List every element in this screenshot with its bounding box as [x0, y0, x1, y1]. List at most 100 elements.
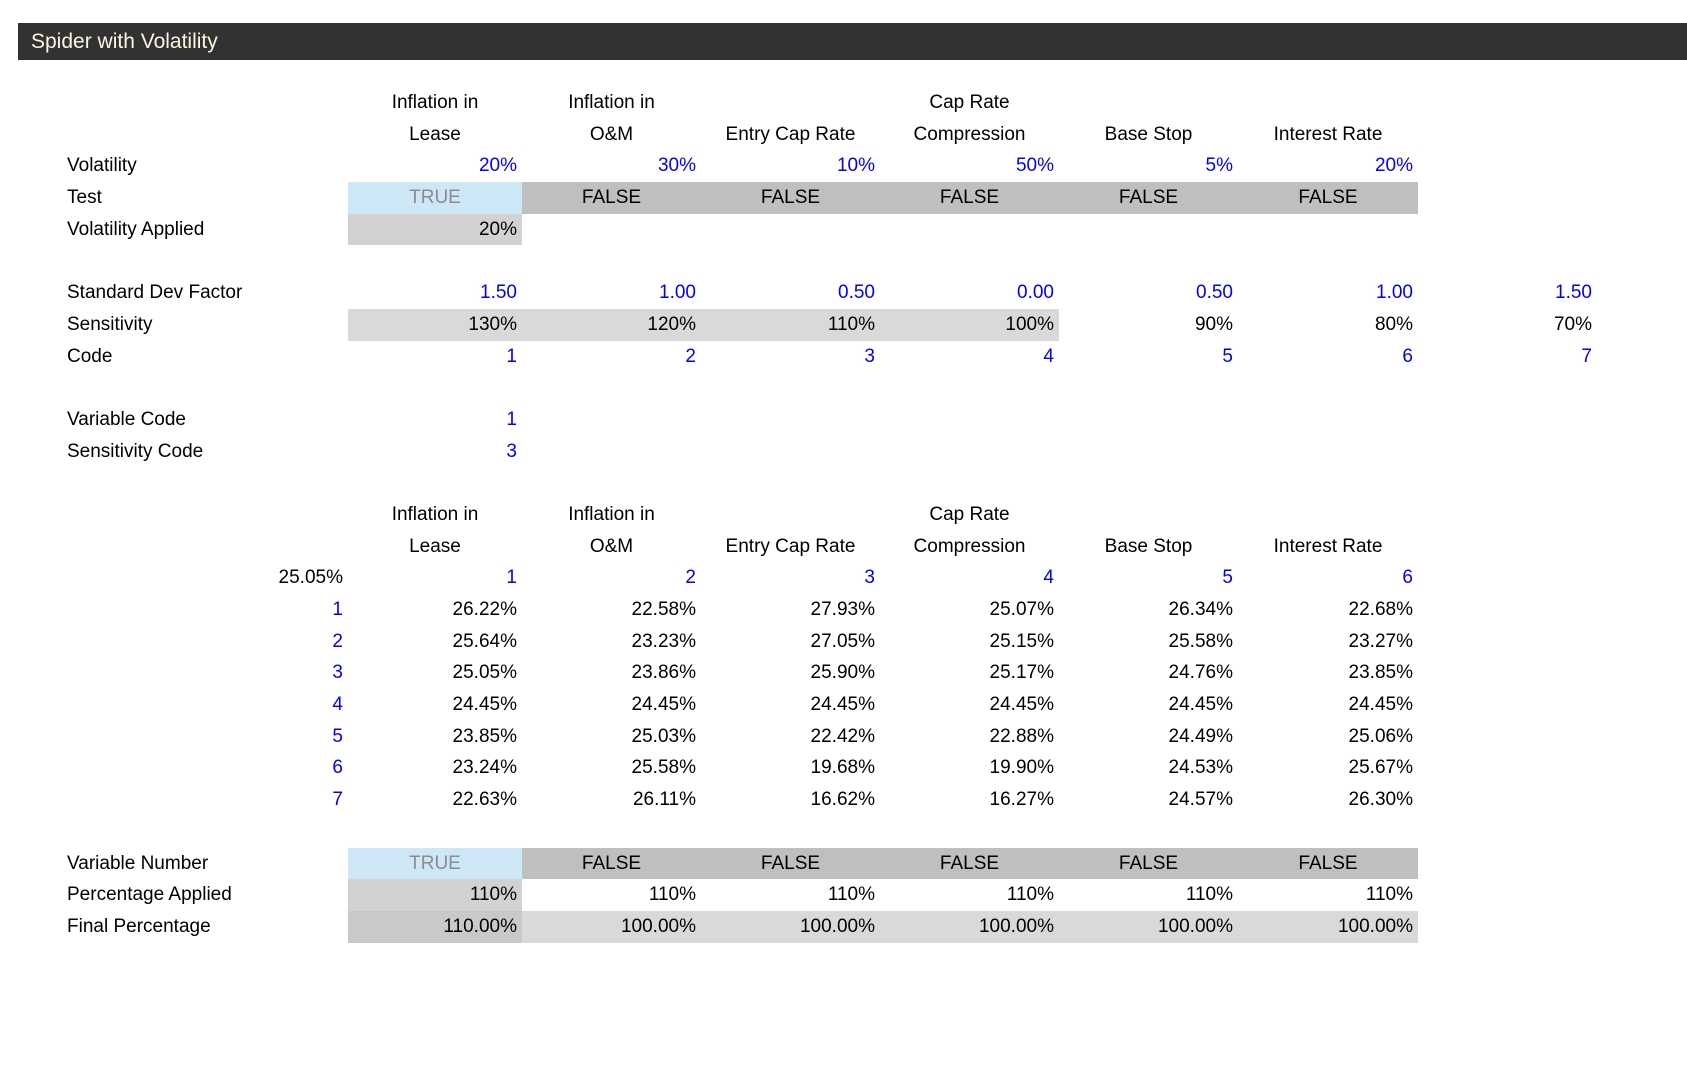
- matrix-cell[interactable]: 25.06%: [1348, 725, 1413, 747]
- final-percentage-value[interactable]: 100.00%: [701, 910, 880, 943]
- matrix-cell[interactable]: 27.93%: [810, 599, 875, 620]
- matrix-cell[interactable]: 25.58%: [1168, 630, 1233, 652]
- sensitivity-value[interactable]: 90%: [1194, 313, 1233, 335]
- matrix-cell[interactable]: 19.90%: [989, 757, 1054, 779]
- volatility-value[interactable]: 20%: [478, 155, 517, 177]
- matrix-cell[interactable]: 22.68%: [1348, 599, 1413, 620]
- test-flag[interactable]: TRUE: [348, 182, 522, 214]
- code-value[interactable]: 6: [1402, 345, 1413, 367]
- matrix-col-code[interactable]: 3: [864, 567, 875, 589]
- variable-number-flag[interactable]: TRUE: [348, 847, 522, 880]
- matrix-cell[interactable]: 25.58%: [631, 757, 696, 779]
- std-dev-value[interactable]: 1.50: [1555, 282, 1592, 304]
- matrix-cell[interactable]: 22.88%: [989, 725, 1054, 747]
- variable-number-flag[interactable]: FALSE: [1059, 847, 1238, 880]
- matrix-cell[interactable]: 23.27%: [1348, 630, 1413, 652]
- matrix-cell[interactable]: 24.45%: [452, 694, 517, 716]
- matrix-row-index[interactable]: 5: [332, 725, 343, 747]
- volatility-value[interactable]: 5%: [1205, 155, 1233, 177]
- volatility-applied-value[interactable]: 20%: [348, 213, 522, 246]
- std-dev-value[interactable]: 1.50: [480, 282, 517, 304]
- sensitivity-code-value[interactable]: 3: [506, 440, 517, 462]
- final-percentage-value[interactable]: 100.00%: [1238, 910, 1418, 943]
- percentage-applied-value[interactable]: 110%: [1365, 884, 1413, 906]
- code-value[interactable]: 3: [864, 345, 875, 367]
- matrix-cell[interactable]: 16.62%: [810, 789, 875, 811]
- variable-number-flag[interactable]: FALSE: [1238, 847, 1418, 880]
- matrix-cell[interactable]: 19.68%: [810, 757, 875, 779]
- volatility-value[interactable]: 30%: [657, 155, 696, 177]
- test-flag[interactable]: FALSE: [880, 182, 1059, 214]
- matrix-cell[interactable]: 23.85%: [1348, 662, 1413, 684]
- matrix-cell[interactable]: 25.05%: [452, 662, 517, 684]
- matrix-cell[interactable]: 24.45%: [989, 694, 1054, 716]
- variable-number-flag[interactable]: FALSE: [522, 847, 701, 880]
- matrix-cell[interactable]: 23.86%: [631, 662, 696, 684]
- final-percentage-value[interactable]: 110.00%: [348, 910, 522, 943]
- code-value[interactable]: 2: [685, 345, 696, 367]
- std-dev-value[interactable]: 1.00: [659, 282, 696, 304]
- final-percentage-value[interactable]: 100.00%: [522, 910, 701, 943]
- volatility-value[interactable]: 50%: [1015, 155, 1054, 177]
- test-flag[interactable]: FALSE: [522, 182, 701, 214]
- volatility-value[interactable]: 10%: [836, 155, 875, 177]
- matrix-base-value[interactable]: 25.05%: [278, 567, 343, 589]
- matrix-cell[interactable]: 27.05%: [810, 630, 875, 652]
- percentage-applied-value[interactable]: 110%: [827, 884, 875, 906]
- matrix-cell[interactable]: 25.07%: [989, 599, 1054, 620]
- final-percentage-value[interactable]: 100.00%: [1059, 910, 1238, 943]
- matrix-cell[interactable]: 23.24%: [452, 757, 517, 779]
- percentage-applied-value[interactable]: 110%: [348, 879, 522, 911]
- sensitivity-value[interactable]: 110%: [701, 308, 880, 341]
- matrix-cell[interactable]: 24.76%: [1168, 662, 1233, 684]
- volatility-value[interactable]: 20%: [1374, 155, 1413, 177]
- percentage-applied-value[interactable]: 110%: [648, 884, 696, 906]
- std-dev-value[interactable]: 0.00: [1017, 282, 1054, 304]
- matrix-cell[interactable]: 24.45%: [1348, 694, 1413, 716]
- code-value[interactable]: 5: [1222, 345, 1233, 367]
- matrix-row-index[interactable]: 4: [332, 694, 343, 716]
- matrix-cell[interactable]: 26.11%: [632, 789, 696, 811]
- matrix-cell[interactable]: 22.63%: [452, 789, 517, 811]
- sensitivity-value[interactable]: 130%: [348, 308, 522, 341]
- code-value[interactable]: 7: [1581, 345, 1592, 367]
- matrix-cell[interactable]: 22.58%: [631, 599, 696, 620]
- sensitivity-value[interactable]: 120%: [522, 308, 701, 341]
- matrix-cell[interactable]: 24.57%: [1168, 789, 1233, 811]
- matrix-cell[interactable]: 24.45%: [810, 694, 875, 716]
- percentage-applied-value[interactable]: 110%: [1185, 884, 1233, 906]
- matrix-cell[interactable]: 25.64%: [452, 630, 517, 652]
- variable-code-value[interactable]: 1: [506, 408, 517, 430]
- sensitivity-value[interactable]: 70%: [1553, 313, 1592, 335]
- matrix-cell[interactable]: 26.22%: [452, 599, 517, 620]
- matrix-col-code[interactable]: 4: [1043, 567, 1054, 589]
- sensitivity-value[interactable]: 80%: [1374, 313, 1413, 335]
- matrix-row-index[interactable]: 1: [332, 599, 343, 620]
- percentage-applied-value[interactable]: 110%: [1006, 884, 1054, 906]
- variable-number-flag[interactable]: FALSE: [880, 847, 1059, 880]
- final-percentage-value[interactable]: 100.00%: [880, 910, 1059, 943]
- code-value[interactable]: 1: [506, 345, 517, 367]
- matrix-cell[interactable]: 22.42%: [810, 725, 875, 747]
- matrix-col-code[interactable]: 2: [685, 567, 696, 589]
- test-flag[interactable]: FALSE: [701, 182, 880, 214]
- matrix-cell[interactable]: 24.45%: [1168, 694, 1233, 716]
- test-flag[interactable]: FALSE: [1059, 182, 1238, 214]
- std-dev-value[interactable]: 0.50: [1196, 282, 1233, 304]
- matrix-cell[interactable]: 26.30%: [1348, 789, 1413, 811]
- variable-number-flag[interactable]: FALSE: [701, 847, 880, 880]
- matrix-col-code[interactable]: 1: [506, 567, 517, 589]
- code-value[interactable]: 4: [1043, 345, 1054, 367]
- matrix-cell[interactable]: 25.15%: [989, 630, 1054, 652]
- matrix-cell[interactable]: 23.23%: [631, 630, 696, 652]
- matrix-col-code[interactable]: 5: [1222, 567, 1233, 589]
- matrix-cell[interactable]: 25.03%: [631, 725, 696, 747]
- matrix-cell[interactable]: 26.34%: [1168, 599, 1233, 620]
- std-dev-value[interactable]: 0.50: [838, 282, 875, 304]
- matrix-cell[interactable]: 24.49%: [1168, 725, 1233, 747]
- matrix-cell[interactable]: 25.90%: [810, 662, 875, 684]
- matrix-row-index[interactable]: 7: [332, 789, 343, 811]
- test-flag[interactable]: FALSE: [1238, 182, 1418, 214]
- matrix-cell[interactable]: 25.17%: [989, 662, 1054, 684]
- matrix-cell[interactable]: 23.85%: [452, 725, 517, 747]
